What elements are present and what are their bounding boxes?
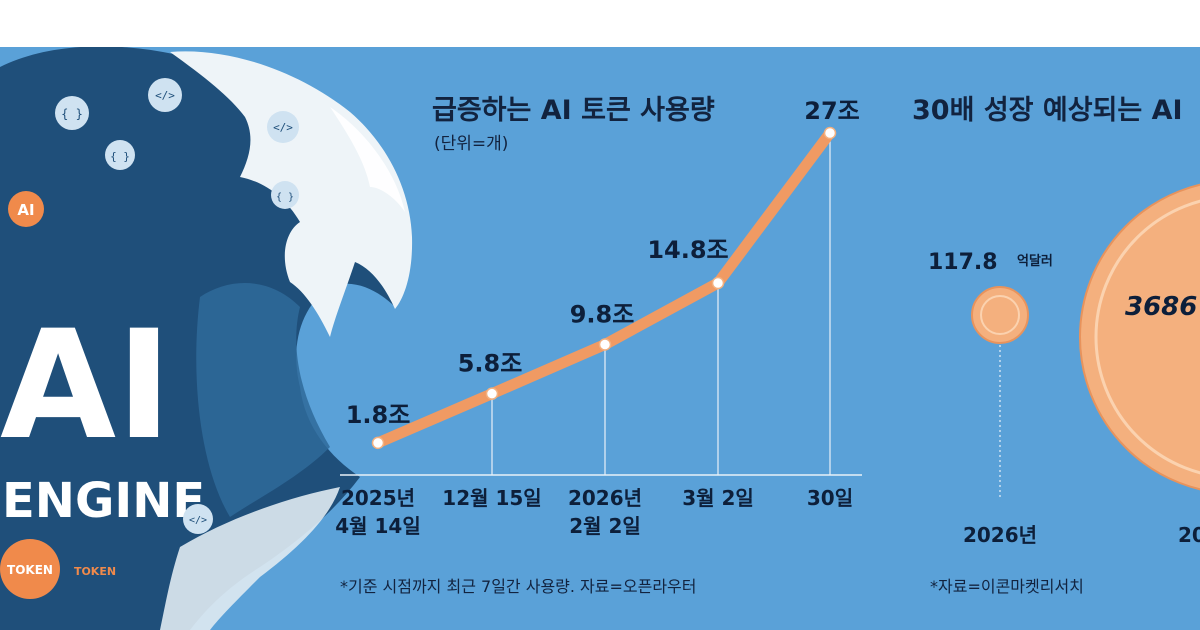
line-chart-title: 급증하는 AI 토큰 사용량: [432, 95, 715, 126]
bubble-small-inner-ring: [980, 295, 1020, 335]
wave-inner-shade: [196, 283, 330, 517]
data-point-3: [598, 338, 612, 351]
code-glyph-5: { }: [276, 192, 294, 203]
line-chart: 1.8조 5.8조 9.8조 14.8조 27조 2025년 4월 14일 12월 15일 20…: [335, 97, 862, 538]
bubble-chart-source: *자료=이콘마켓리서치: [930, 577, 1084, 596]
code-bubble-2: [148, 78, 182, 112]
wave-big-ai-text: AI: [0, 299, 172, 473]
value-label-4: 14.8조: [647, 236, 728, 264]
ai-badge-text: AI: [17, 201, 34, 219]
bubble-large-inner-ring: [1094, 199, 1200, 475]
wave-engine-text: ENGINE: [2, 473, 205, 529]
bubble-chart: 117.8 억달러 3686 2026년 20: [928, 183, 1200, 547]
code-glyph-4: </>: [273, 121, 293, 134]
bubble-value-label-2: 3686: [1125, 292, 1197, 322]
data-point-5: [823, 126, 837, 140]
token-small-text: TOKEN: [74, 565, 116, 578]
token-badge-circle: [0, 539, 60, 599]
data-point-2: [485, 387, 499, 400]
value-label-2: 5.8조: [458, 350, 523, 378]
code-bubble-4: [267, 111, 299, 143]
line-chart-unit: (단위=개): [434, 134, 508, 154]
infographic-panel: AI ENGINE AI TOKEN TOKEN { } </> { } </>…: [0, 47, 1200, 630]
x-tick-label-3: 2026년 2월 2일: [568, 486, 642, 538]
bubble-chart-title: 30배 성장 예상되는 AI: [912, 95, 1183, 126]
token-badge-text: TOKEN: [7, 563, 53, 577]
code-bubble-1: [55, 96, 89, 130]
code-bubble-6: [183, 504, 213, 534]
bubble-category-label-2: 20: [1178, 523, 1200, 547]
wave-illustration: AI ENGINE AI TOKEN TOKEN { } </> { } </>…: [0, 47, 413, 630]
code-bubble-5: [271, 181, 299, 209]
data-point-4: [711, 276, 725, 290]
bubble-category-label-1: 2026년: [963, 523, 1037, 547]
wave-foam-drip: [330, 107, 405, 212]
wave-foam-base: [160, 487, 340, 630]
ai-badge-circle: [8, 191, 44, 227]
x-tick-label-4: 3월 2일: [682, 486, 754, 510]
value-label-5: 27조: [804, 97, 859, 125]
code-glyph-6: </>: [189, 515, 207, 526]
charts-svg: 급증하는 AI 토큰 사용량 (단위=개) 1.8조 5.8조 9.8조 14.8조 2…: [335, 95, 1200, 596]
code-glyph-1: { }: [61, 107, 83, 121]
code-bubble-3: [105, 140, 135, 170]
x-tick-label-1: 2025년 4월 14일: [335, 486, 421, 538]
series-line-token-usage: [372, 127, 836, 449]
code-glyph-2: </>: [155, 89, 175, 102]
code-glyph-3: { }: [110, 150, 130, 163]
value-label-1: 1.8조: [346, 401, 411, 429]
value-label-3: 9.8조: [570, 300, 635, 328]
bubble-value-unit-1: 억달러: [1017, 253, 1053, 269]
line-chart-source: *기준 시점까지 최근 7일간 사용량. 자료=오픈라우터: [340, 577, 697, 596]
bubble-large: [1079, 183, 1200, 491]
data-point-1: [371, 436, 385, 450]
x-tick-label-5: 30일: [807, 486, 853, 510]
bubble-value-label-1: 117.8: [928, 250, 998, 275]
x-tick-label-2: 12월 15일: [442, 486, 541, 510]
